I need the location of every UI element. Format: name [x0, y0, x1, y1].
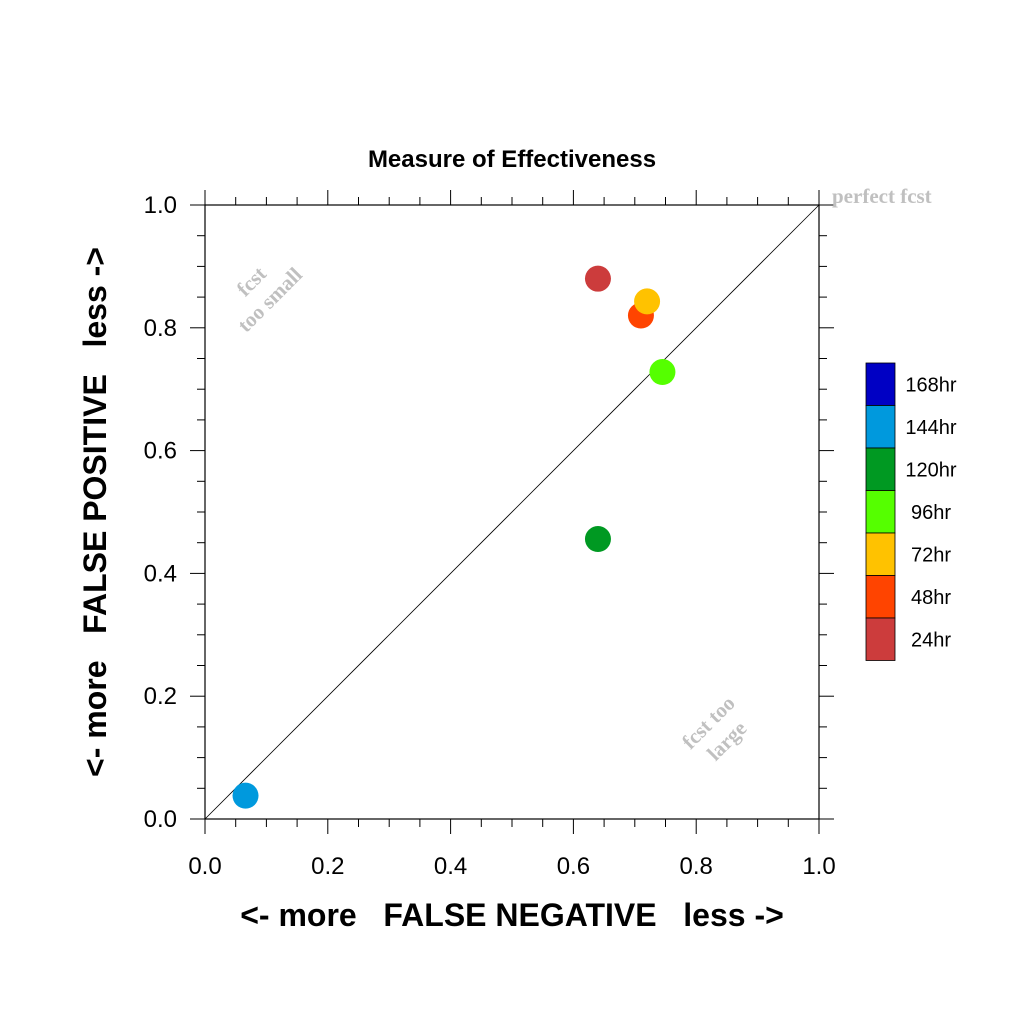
point-24hr: [584, 265, 611, 292]
legend-swatch-168hr: [865, 362, 896, 406]
point-144hr: [232, 782, 259, 809]
legend-swatch-144hr: [865, 405, 896, 449]
legend: 168hr 144hr 120hr 96hr 72hr 48hr 24hr: [865, 362, 957, 661]
y-tick-label: 0.2: [144, 683, 177, 710]
legend-label-96hr: 96hr: [911, 502, 951, 524]
x-tick-label: 0.4: [434, 853, 467, 880]
y-tick-label: 1.0: [144, 192, 177, 219]
x-tick-label: 0.8: [680, 853, 713, 880]
chart-title: Measure of Effectiveness: [368, 146, 656, 173]
x-axis-label: <- more FALSE NEGATIVE less ->: [240, 897, 784, 933]
point-120hr: [584, 526, 611, 553]
diagonal-reference-line: [204, 204, 820, 820]
legend-label-120hr: 120hr: [905, 459, 956, 481]
y-tick-labels: 0.0 0.2 0.4 0.6 0.8 1.0: [144, 192, 177, 833]
legend-swatch-24hr: [865, 617, 896, 661]
y-axis-label: <- more FALSE POSITIVE less ->: [77, 247, 113, 777]
legend-label-168hr: 168hr: [905, 374, 956, 396]
fcst-too-large-annotation: fcst too large: [677, 691, 751, 765]
x-tick-label: 1.0: [802, 853, 835, 880]
y-tick-label: 0.0: [144, 806, 177, 833]
axis-ticks: [190, 190, 834, 834]
legend-swatch-72hr: [865, 532, 896, 576]
x-tick-label: 0.0: [188, 853, 221, 880]
x-tick-labels: 0.0 0.2 0.4 0.6 0.8 1.0: [188, 853, 835, 880]
legend-swatch-120hr: [865, 447, 896, 491]
x-tick-label: 0.6: [557, 853, 590, 880]
point-72hr: [634, 288, 661, 315]
y-tick-label: 0.4: [144, 560, 177, 587]
legend-label-24hr: 24hr: [911, 629, 951, 651]
legend-label-144hr: 144hr: [905, 417, 956, 439]
point-96hr: [649, 359, 676, 386]
data-points: [232, 265, 676, 809]
perfect-fcst-annotation: perfect fcst: [832, 184, 932, 208]
legend-swatch-48hr: [865, 575, 896, 619]
legend-swatch-96hr: [865, 490, 896, 534]
y-tick-label: 0.6: [144, 438, 177, 465]
legend-label-72hr: 72hr: [911, 544, 951, 566]
y-tick-label: 0.8: [144, 315, 177, 342]
legend-label-48hr: 48hr: [911, 587, 951, 609]
x-tick-label: 0.2: [311, 853, 344, 880]
fcst-too-small-annotation: fcst too small: [232, 262, 307, 337]
